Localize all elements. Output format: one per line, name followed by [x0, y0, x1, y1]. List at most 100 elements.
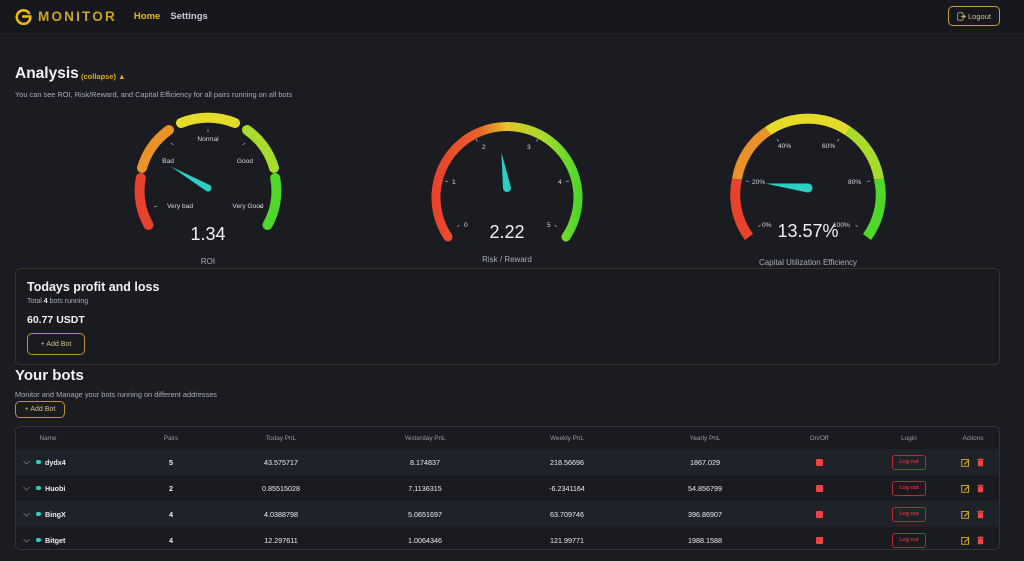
- logout-button[interactable]: Logout: [948, 6, 1000, 26]
- col-today-pnl: Today PnL: [265, 434, 297, 442]
- table-row[interactable]: BingX 4 4.0388798 5.0651697 63.709746 39…: [16, 501, 999, 527]
- bot-yearly-pnl: 1867.029: [690, 457, 720, 467]
- edit-icon[interactable]: [961, 484, 970, 493]
- pnl-title: Todays profit and loss: [27, 280, 160, 294]
- bot-name: Huobi: [45, 483, 66, 493]
- cue-tick-80: 80%: [848, 179, 861, 186]
- logout-label: Logout: [968, 11, 991, 21]
- roi-label: ROI: [200, 257, 216, 266]
- bot-pairs: 5: [169, 457, 173, 467]
- col-yesterday-pnl: Yesterday PnL: [404, 434, 446, 442]
- bot-name: Bitget: [45, 535, 66, 545]
- bot-today-pnl: 43.575717: [264, 457, 298, 467]
- brand[interactable]: MONITOR: [15, 8, 117, 25]
- bot-pairs: 4: [169, 509, 173, 519]
- pnl-subtitle-prefix: Total: [27, 298, 42, 305]
- bot-yesterday-pnl: 5.0651697: [408, 509, 442, 519]
- capital-efficiency-gauge: 0% 20% 40% 60% 80% 100% 13.57% Capital U…: [708, 110, 908, 270]
- roi-label-very-good: Very Good: [232, 203, 263, 210]
- roi-gauge: Normal Bad Good Very bad Very Good 1.34 …: [108, 110, 308, 270]
- rr-tick-0: 0: [464, 222, 468, 229]
- bot-pairs: 2: [169, 483, 173, 493]
- bot-yesterday-pnl: 7.1136315: [408, 483, 442, 493]
- bots-table: Name Pairs Today PnL Yesterday PnL Weekl…: [15, 426, 1000, 550]
- brand-logo-icon: [15, 9, 32, 25]
- add-bot-button[interactable]: + Add Bot: [27, 333, 85, 355]
- analysis-subtitle: You can see ROI, Risk/Reward, and Capita…: [15, 90, 293, 99]
- bot-pairs: 4: [169, 535, 173, 545]
- roi-needle: [170, 166, 212, 192]
- nav-home[interactable]: Home: [133, 11, 161, 22]
- delete-icon[interactable]: [976, 509, 985, 519]
- bot-name: dydx4: [45, 457, 66, 467]
- bots-subtitle: Monitor and Manage your bots running on …: [15, 390, 218, 399]
- delete-icon[interactable]: [976, 535, 985, 545]
- table-row[interactable]: Bitget 4 12.297611 1.0064346 121.99771 1…: [16, 527, 999, 549]
- edit-icon[interactable]: [961, 510, 970, 519]
- cue-needle: [765, 183, 813, 193]
- expand-chevron-icon[interactable]: [23, 527, 31, 549]
- bot-yearly-pnl: 396.86907: [688, 509, 722, 519]
- roi-label-good: Good: [237, 158, 253, 165]
- analysis-title: Analysis: [15, 65, 79, 82]
- cue-label: Capital Utilization Efficiency: [758, 258, 858, 267]
- bot-today-pnl: 0.85515028: [262, 483, 300, 493]
- bot-logout-button[interactable]: Log out: [892, 506, 926, 522]
- expand-chevron-icon[interactable]: [23, 449, 31, 475]
- delete-icon[interactable]: [976, 457, 985, 467]
- col-on-off: On/Off: [809, 434, 829, 442]
- todays-pnl-card: Todays profit and loss Total 4 bots runn…: [15, 268, 1000, 365]
- bot-weekly-pnl: 218.56696: [550, 457, 584, 467]
- status-dot: [36, 537, 41, 543]
- nav-settings[interactable]: Settings: [170, 11, 208, 22]
- bot-weekly-pnl: -6.2341164: [549, 483, 585, 493]
- bot-weekly-pnl: 63.709746: [550, 509, 584, 519]
- risk-reward-gauge: 0 1 2 3 4 5 2.22 Risk / Reward: [407, 110, 607, 270]
- delete-icon[interactable]: [976, 483, 985, 493]
- pnl-subtitle: Total 4 bots running: [27, 298, 88, 305]
- rr-tick-2: 2: [482, 144, 486, 151]
- bot-logout-button[interactable]: Log out: [892, 532, 926, 548]
- cue-tick-60: 60%: [822, 143, 835, 150]
- rr-tick-3: 3: [527, 144, 531, 151]
- brand-name: MONITOR: [38, 9, 117, 24]
- bot-name: BingX: [45, 509, 66, 519]
- rr-needle: [501, 152, 511, 192]
- cue-tick-40: 40%: [778, 143, 791, 150]
- rr-value: 2.22: [489, 222, 524, 242]
- bots-count: 4: [43, 298, 48, 305]
- top-navbar: MONITOR Home Settings Logout: [0, 0, 1024, 34]
- col-name: Name: [39, 434, 57, 442]
- bot-logout-button[interactable]: Log out: [892, 480, 926, 496]
- expand-chevron-icon[interactable]: [23, 501, 31, 527]
- pnl-subtitle-suffix: bots running: [49, 298, 89, 305]
- cue-value: 13.57%: [777, 221, 838, 241]
- on-off-toggle[interactable]: [815, 510, 823, 518]
- rr-tick-5: 5: [547, 222, 551, 229]
- bot-weekly-pnl: 121.99771: [550, 535, 584, 545]
- table-row[interactable]: dydx4 5 43.575717 8.174837 218.56696 186…: [16, 449, 999, 475]
- edit-icon[interactable]: [961, 458, 970, 467]
- collapse-toggle[interactable]: (collapse) ▲: [81, 72, 126, 81]
- bot-logout-button[interactable]: Log out: [892, 454, 926, 470]
- on-off-toggle[interactable]: [815, 536, 823, 544]
- add-bot-button-secondary[interactable]: + Add Bot: [15, 401, 65, 418]
- roi-value: 1.34: [190, 224, 225, 244]
- edit-icon[interactable]: [961, 536, 970, 545]
- roi-label-bad: Bad: [162, 158, 174, 165]
- bot-yearly-pnl: 1988.1588: [688, 535, 722, 545]
- logout-icon: [957, 11, 966, 21]
- col-actions: Actions: [962, 434, 984, 442]
- roi-label-normal: Normal: [197, 136, 219, 143]
- cue-tick-0: 0%: [762, 222, 772, 229]
- bot-yesterday-pnl: 1.0064346: [408, 535, 442, 545]
- pnl-amount: 60.77 USDT: [27, 314, 85, 326]
- expand-chevron-icon[interactable]: [23, 475, 31, 501]
- status-dot: [36, 459, 41, 465]
- on-off-toggle[interactable]: [815, 458, 823, 466]
- table-row[interactable]: Huobi 2 0.85515028 7.1136315 -6.2341164 …: [16, 475, 999, 501]
- col-weekly-pnl: Weekly PnL: [550, 434, 584, 442]
- table-header: Name Pairs Today PnL Yesterday PnL Weekl…: [16, 427, 999, 449]
- bot-yearly-pnl: 54.856799: [688, 483, 722, 493]
- on-off-toggle[interactable]: [815, 484, 823, 492]
